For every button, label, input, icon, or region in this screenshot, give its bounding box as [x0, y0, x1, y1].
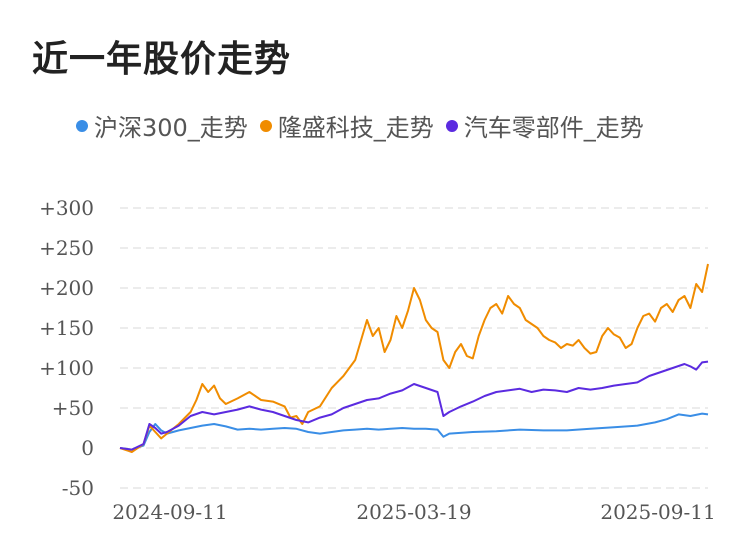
- series-line-0[interactable]: [119, 412, 709, 451]
- series-lines: [119, 263, 709, 453]
- y-tick-label: 0: [81, 436, 94, 460]
- series-line-2[interactable]: [119, 360, 709, 451]
- legend-dot-autoparts: [445, 119, 458, 132]
- y-tick-label: +300: [39, 196, 94, 220]
- legend-label-hs300: 沪深300_走势: [94, 114, 248, 142]
- legend-dot-hs300: [76, 119, 88, 132]
- legend-item-longsheng[interactable]: 隆盛科技_走势: [259, 108, 434, 143]
- y-axis-ticks: +300 +250 +200 +150 +100 +50 0 -50: [39, 196, 94, 500]
- y-tick-label: +100: [39, 356, 94, 380]
- legend-label-longsheng: 隆盛科技_走势: [277, 114, 434, 142]
- legend-dot-longsheng: [259, 119, 272, 132]
- series-line-1[interactable]: [119, 263, 709, 453]
- x-tick-label: 2025-09-11: [600, 500, 715, 524]
- legend-label-autoparts: 汽车零部件_走势: [463, 114, 644, 142]
- legend-item-autoparts[interactable]: 汽车零部件_走势: [445, 108, 644, 143]
- legend-item-hs300[interactable]: 沪深300_走势: [76, 108, 248, 143]
- chart-legend: 沪深300_走势 隆盛科技_走势 汽车零部件_走势: [76, 108, 656, 143]
- y-tick-label: +50: [52, 396, 94, 420]
- x-tick-label: 2025-03-19: [356, 500, 471, 524]
- x-tick-label: 2024-09-11: [112, 500, 227, 524]
- y-tick-label: +150: [39, 316, 94, 340]
- y-tick-label: +250: [39, 236, 94, 260]
- chart-title: 近一年股价走势: [32, 39, 292, 80]
- y-tick-label: +200: [39, 276, 94, 300]
- x-axis-ticks: 2024-09-11 2025-03-19 2025-09-11: [112, 500, 715, 524]
- grid-lines: [120, 207, 708, 489]
- y-tick-label: -50: [62, 476, 94, 500]
